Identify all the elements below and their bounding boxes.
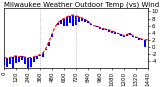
Bar	[6, 58, 8, 67]
Bar	[27, 58, 29, 70]
Bar	[48, 42, 50, 46]
Bar	[108, 30, 110, 32]
Bar	[51, 34, 53, 37]
Bar	[138, 38, 140, 40]
Bar	[72, 15, 74, 26]
Bar	[57, 23, 59, 25]
Bar	[21, 56, 23, 60]
Bar	[135, 37, 137, 38]
Bar	[39, 55, 41, 56]
Bar	[69, 16, 71, 23]
Bar	[30, 58, 32, 67]
Bar	[3, 58, 5, 65]
Bar	[45, 49, 47, 50]
Bar	[36, 56, 38, 59]
Bar	[12, 57, 14, 69]
Bar	[63, 19, 65, 26]
Bar	[123, 35, 125, 37]
Bar	[114, 32, 116, 34]
Bar	[96, 26, 98, 27]
Bar	[99, 27, 101, 29]
Bar	[15, 56, 17, 63]
Bar	[144, 40, 146, 47]
Bar	[66, 17, 68, 26]
Bar	[140, 39, 143, 40]
Bar	[9, 58, 11, 64]
Bar	[42, 53, 44, 57]
Bar	[78, 17, 80, 22]
Text: Milwaukee Weather Outdoor Temp (vs) Wind Chill per Minute (Last 24 Hours): Milwaukee Weather Outdoor Temp (vs) Wind…	[4, 1, 160, 8]
Bar	[126, 34, 128, 35]
Bar	[84, 19, 86, 22]
Bar	[87, 21, 89, 23]
Bar	[132, 35, 134, 37]
Bar	[102, 28, 104, 30]
Bar	[90, 24, 92, 25]
Bar	[81, 18, 83, 21]
Bar	[75, 16, 77, 25]
Bar	[24, 57, 26, 64]
Bar	[129, 33, 131, 35]
Bar	[60, 20, 62, 24]
Bar	[105, 29, 107, 30]
Bar	[117, 33, 119, 34]
Bar	[33, 57, 35, 62]
Bar	[120, 34, 122, 35]
Bar	[18, 57, 20, 62]
Bar	[111, 31, 113, 33]
